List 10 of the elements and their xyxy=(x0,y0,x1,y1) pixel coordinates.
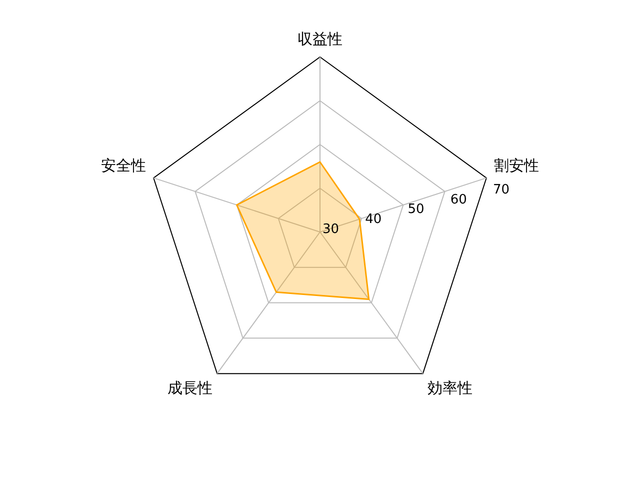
y-tick-label: 50 xyxy=(408,202,424,218)
y-tick-label: 30 xyxy=(322,222,339,237)
spoke-label: 割安性 xyxy=(494,156,540,174)
spoke-label: 効率性 xyxy=(428,378,473,397)
y-tick-label: 70 xyxy=(492,182,510,198)
y-tick-label: 40 xyxy=(365,212,382,228)
spoke-label: 安全性 xyxy=(100,156,146,174)
y-tick-label: 60 xyxy=(450,192,467,208)
spoke-label: 収益性 xyxy=(298,30,342,48)
spoke-label: 成長性 xyxy=(167,378,212,397)
